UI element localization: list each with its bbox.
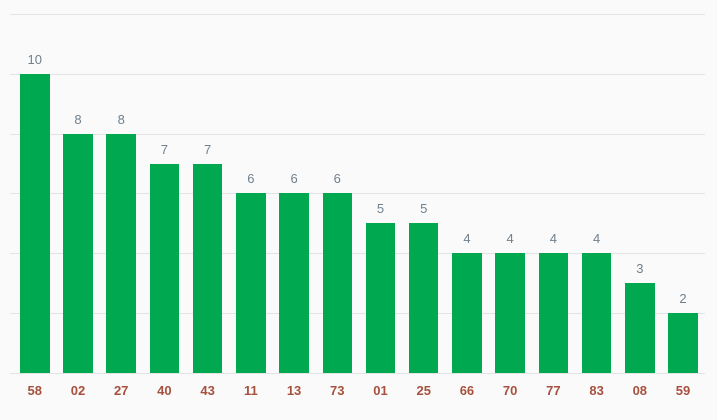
bar-value-label: 6 xyxy=(247,171,255,187)
bar-value-label: 2 xyxy=(679,291,687,307)
bar-column: 4 66 xyxy=(452,0,482,398)
plot-area: 10 58 8 02 8 27 7 40 7 43 6 11 6 13 6 73 5 01 5 25 4 66 4 70 4 77… xyxy=(20,0,698,398)
x-axis-label: 01 xyxy=(373,383,388,398)
bar[interactable] xyxy=(538,253,569,373)
bar[interactable] xyxy=(20,73,50,373)
x-axis-label: 59 xyxy=(675,383,691,398)
bar-column: 6 73 xyxy=(322,0,353,398)
bar-value-label: 10 xyxy=(27,51,42,67)
x-axis-label: 27 xyxy=(113,383,129,398)
x-axis-label: 66 xyxy=(459,383,475,398)
x-axis-label: 13 xyxy=(286,383,302,398)
bar[interactable] xyxy=(106,133,136,373)
bar-column: 6 11 xyxy=(236,0,266,398)
gridline-y-2 xyxy=(10,313,705,315)
bar-value-label: 4 xyxy=(506,231,514,247)
bar-value-label: 5 xyxy=(376,201,385,217)
bar-value-label: 4 xyxy=(592,231,601,247)
gridline-y-12 xyxy=(10,13,705,15)
bar-column: 4 83 xyxy=(581,0,612,398)
bar-value-label: 3 xyxy=(636,261,644,277)
bar-column: 7 43 xyxy=(192,0,223,398)
gridline-y-10 xyxy=(10,73,705,75)
bar[interactable] xyxy=(452,253,482,373)
bar-value-label: 7 xyxy=(160,141,169,157)
bar-value-label: 7 xyxy=(204,141,212,157)
x-axis-label: 73 xyxy=(330,383,345,398)
bar-value-label: 8 xyxy=(74,111,82,127)
x-axis-label: 58 xyxy=(27,383,42,398)
x-axis-label: 40 xyxy=(157,383,172,398)
bar-column: 5 25 xyxy=(408,0,439,398)
bar-value-label: 6 xyxy=(333,171,341,187)
bar-value-label: 8 xyxy=(117,111,125,127)
bar[interactable] xyxy=(149,163,180,373)
x-axis-label: 83 xyxy=(589,383,604,398)
gridline-y-6 xyxy=(10,193,705,195)
bar-value-label: 5 xyxy=(420,201,428,217)
bar-column: 5 01 xyxy=(365,0,396,398)
x-axis-label: 77 xyxy=(546,383,561,398)
bar-column: 7 40 xyxy=(149,0,180,398)
x-axis-label: 11 xyxy=(243,383,258,398)
x-axis-label: 43 xyxy=(200,383,215,398)
bar-column: 8 02 xyxy=(63,0,93,398)
x-axis-label: 25 xyxy=(416,383,431,398)
bar-value-label: 6 xyxy=(290,171,298,187)
bar[interactable] xyxy=(668,313,698,373)
bar[interactable] xyxy=(63,133,93,373)
bar-column: 8 27 xyxy=(106,0,136,398)
bar[interactable] xyxy=(365,223,396,373)
bar-column: 6 13 xyxy=(279,0,309,398)
gridline-y-0 xyxy=(10,373,705,374)
bar[interactable] xyxy=(322,193,353,373)
bar[interactable] xyxy=(625,283,655,373)
bar[interactable] xyxy=(192,163,223,373)
bar-column: 3 08 xyxy=(625,0,655,398)
bar[interactable] xyxy=(495,253,525,373)
bar[interactable] xyxy=(279,193,309,373)
bar-column: 2 59 xyxy=(668,0,698,398)
bar[interactable] xyxy=(236,193,266,373)
bar-column: 10 58 xyxy=(20,0,50,398)
bar[interactable] xyxy=(581,253,612,373)
bar-column: 4 77 xyxy=(538,0,569,398)
x-axis-label: 70 xyxy=(502,383,518,398)
bar-value-label: 4 xyxy=(463,231,471,247)
gridline-y-8 xyxy=(10,133,705,135)
gridline-y-4 xyxy=(10,253,705,255)
x-axis-label: 02 xyxy=(70,383,86,398)
x-axis-label: 08 xyxy=(632,383,648,398)
bar[interactable] xyxy=(408,223,439,373)
bar-column: 4 70 xyxy=(495,0,525,398)
bar-value-label: 4 xyxy=(549,231,557,247)
